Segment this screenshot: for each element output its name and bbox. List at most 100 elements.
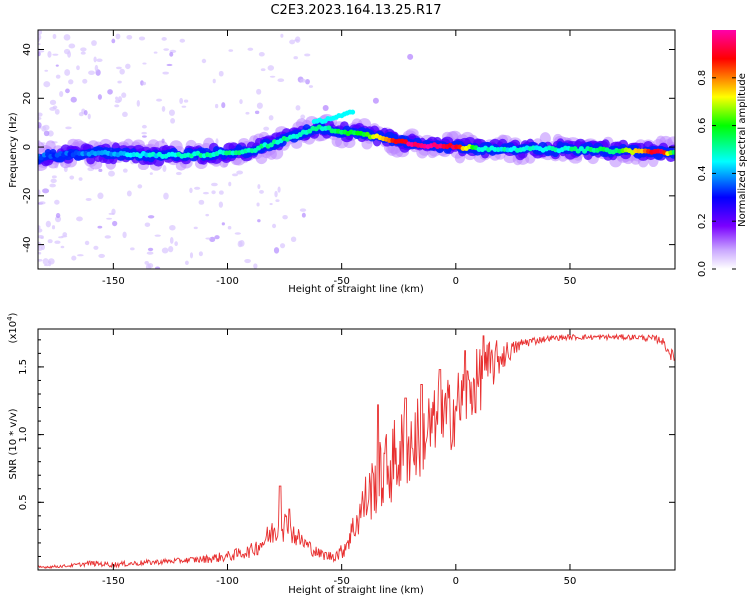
spectrogram-speckle [114, 104, 120, 108]
spectrogram-speckle [147, 247, 154, 252]
spectrogram-speckle [76, 216, 83, 222]
spectrogram-speckle [38, 30, 43, 36]
spectrogram-speckle [162, 71, 170, 75]
spectrogram-speckle [93, 56, 97, 63]
spectrogram-speckle [51, 225, 56, 230]
spectrogram-speckle [194, 186, 201, 190]
spectrogram-speckle [299, 78, 307, 83]
spectrogram-speckle [54, 240, 61, 244]
spectrogram-speckle [115, 96, 119, 101]
spectrogram-speckle [244, 258, 251, 264]
spectrogram-speckle [253, 263, 258, 269]
spectrogram-speckle [218, 201, 224, 208]
spectrogram-speckle [234, 232, 241, 235]
spectrogram-speckle [42, 188, 50, 194]
spectrogram-speckle [201, 58, 207, 64]
spectrogram-speckle [268, 115, 274, 121]
spectrogram-speckle [256, 88, 262, 95]
spectrogram-speckle [141, 135, 147, 138]
spectrogram-speckle [121, 92, 127, 98]
snr-y-label: SNR (10 * v/v) [8, 408, 19, 479]
spectrogram-speckle [214, 103, 219, 109]
spectrogram-speckle [70, 96, 77, 103]
spectrogram-speckle [49, 183, 56, 188]
spectrogram-speckle [145, 263, 152, 269]
snr-multiplier-close: ) [8, 312, 19, 316]
spectrogram-speckle [260, 68, 266, 72]
spectrogram-ridge-cell [671, 149, 675, 155]
spectrogram-speckle [38, 228, 43, 233]
spectrogram-y-ticks: -40 -20 0 20 40 [22, 43, 675, 253]
snr-x-tick-label: 0 [453, 576, 459, 587]
spectrogram-speckle [38, 122, 42, 129]
spectrogram-speckle [293, 39, 300, 42]
spectrogram-speckle [205, 237, 212, 240]
spectrogram-speckle [218, 190, 224, 195]
spectrogram-speckle [138, 36, 146, 41]
colorbar-tick-label: 0.6 [697, 118, 708, 134]
spectrogram-speckle [254, 110, 260, 115]
spectrogram-speckle [38, 201, 46, 205]
spectrogram-speckle [299, 208, 307, 212]
spectrogram-speckle [146, 251, 154, 255]
spectrogram-speckle [54, 199, 60, 205]
spectrogram-speckle [47, 130, 54, 137]
spectrogram-speckle [168, 109, 175, 116]
snr-series-line [38, 333, 675, 570]
spectrogram-speckle [282, 214, 288, 220]
spectrogram-speckle [168, 246, 174, 253]
snr-x-ticks: -150 -100 -50 0 50 [102, 329, 576, 587]
snr-x-tick-label: 50 [564, 576, 577, 587]
spectrogram-speckle [45, 220, 51, 228]
spectrogram-speckle [38, 225, 41, 229]
spectrogram-speckle [52, 33, 57, 40]
spectrogram-speckle [236, 170, 244, 175]
spectrogram-speckle [308, 85, 314, 88]
spectrogram-branch-cell [350, 109, 356, 115]
spectrogram-marks [38, 30, 675, 269]
spectrogram-speckle [43, 130, 50, 137]
spectrogram-speckle [68, 79, 74, 85]
spectrogram-speckle [94, 64, 99, 72]
spectrogram-speckle [38, 51, 41, 57]
spectrogram-speckle [175, 171, 182, 176]
spectrogram-speckle [50, 178, 57, 184]
spectrogram-speckle [38, 234, 44, 239]
spectrogram-speckle [228, 181, 232, 187]
spectrogram-speckle [179, 97, 184, 104]
spectrogram-speckle [239, 240, 245, 247]
spectrogram-speckle [43, 81, 51, 88]
spectrogram-y-tick-label: 40 [22, 43, 33, 56]
spectrogram-speckle [38, 112, 43, 117]
spectrogram-y-tick-label: 20 [22, 92, 33, 105]
spectrogram-speckle [76, 254, 84, 257]
spectrogram-speckle [275, 199, 280, 203]
spectrogram-speckle [98, 168, 103, 173]
spectrogram-speckle [169, 236, 174, 244]
spectrogram-speckle [117, 96, 123, 103]
spectrogram-speckle [41, 243, 45, 251]
spectrogram-speckle [44, 69, 49, 72]
spectrogram-speckle [97, 225, 103, 229]
spectrogram-ridge-cell [326, 125, 332, 131]
snr-x-label: Height of straight line (km) [288, 585, 424, 596]
spectrogram-speckle [106, 217, 113, 220]
spectrogram-speckle [98, 253, 106, 259]
spectrogram-speckle [245, 111, 250, 115]
spectrogram-speckle [142, 62, 147, 65]
colorbar-tick-label: 0.2 [697, 213, 708, 229]
spectrogram-speckle [55, 213, 61, 219]
spectrogram-speckle [179, 38, 186, 43]
spectrogram-x-ticks: -150 -100 -50 0 50 [102, 30, 576, 287]
spectrogram-speckle [304, 53, 311, 57]
spectrogram-speckle [47, 258, 55, 265]
spectrogram-speckle [122, 231, 127, 239]
spectrogram-speckle [269, 75, 276, 78]
spectrogram-speckle [156, 98, 163, 102]
spectrogram-speckle [214, 235, 220, 240]
spectrogram-speckle [202, 191, 209, 195]
spectrogram-y-tick-label: -40 [22, 236, 33, 252]
spectrogram-speckle [76, 65, 80, 71]
spectrogram-speckle [49, 99, 57, 105]
spectrogram-speckle [170, 118, 176, 124]
